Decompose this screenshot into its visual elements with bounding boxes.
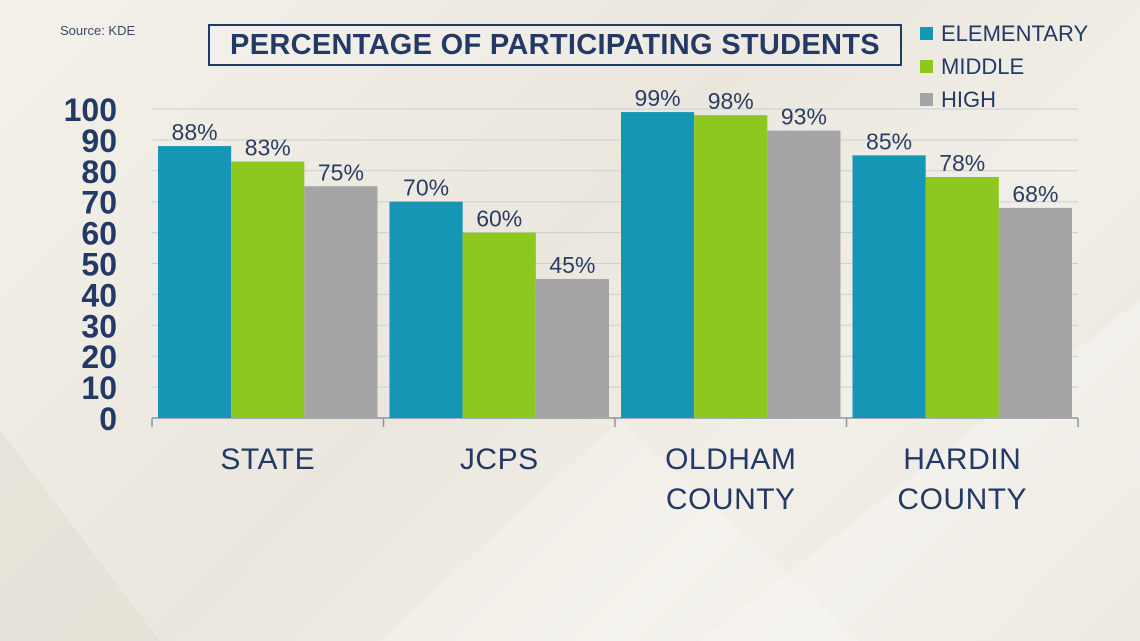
data-label: 68%	[1012, 181, 1058, 207]
chart-title: PERCENTAGE OF PARTICIPATING STUDENTS	[230, 28, 880, 61]
bar-elementary	[621, 112, 695, 418]
chart-legend: ELEMENTARY MIDDLE HIGH	[920, 17, 1088, 116]
x-category-label: STATE	[220, 443, 315, 476]
y-tick-label: 80	[81, 154, 117, 190]
bar-middle	[231, 161, 305, 418]
bar-high	[998, 207, 1072, 418]
y-tick-label: 0	[99, 401, 117, 437]
y-tick-label: 100	[64, 92, 117, 128]
legend-label-elementary: ELEMENTARY	[941, 20, 1089, 46]
y-tick-label: 10	[81, 370, 117, 406]
x-category-label: JCPS	[460, 443, 539, 476]
data-label: 83%	[245, 135, 291, 161]
source-note: Source: KDE	[60, 23, 136, 38]
bar-elementary	[158, 146, 232, 418]
bar-high	[304, 186, 378, 418]
data-label: 98%	[708, 88, 754, 114]
legend-label-high: HIGH	[941, 86, 996, 112]
bar-middle	[462, 232, 536, 418]
legend-item-middle: MIDDLE	[920, 50, 1088, 83]
x-category-label: HARDIN	[903, 443, 1021, 476]
y-tick-label: 20	[81, 339, 117, 375]
bar-middle	[925, 176, 999, 418]
x-category-label: COUNTY	[666, 483, 796, 516]
legend-item-elementary: ELEMENTARY	[920, 17, 1088, 50]
data-label: 60%	[476, 206, 522, 232]
bar-elementary	[389, 201, 463, 418]
x-category-label: COUNTY	[897, 483, 1027, 516]
x-category-label: OLDHAM	[665, 443, 796, 476]
y-tick-label: 40	[81, 277, 117, 313]
data-label: 70%	[403, 175, 449, 201]
y-tick-label: 30	[81, 308, 117, 344]
y-tick-label: 70	[81, 185, 117, 221]
legend-swatch-elementary	[920, 27, 933, 40]
legend-label-middle: MIDDLE	[941, 53, 1025, 79]
bar-elementary	[852, 155, 926, 418]
data-label: 99%	[635, 85, 681, 111]
bar-high	[767, 130, 841, 418]
data-label: 78%	[939, 150, 985, 176]
y-tick-label: 50	[81, 247, 117, 283]
legend-swatch-middle	[920, 60, 933, 73]
legend-swatch-high	[920, 93, 933, 106]
bar-middle	[694, 115, 768, 419]
data-label: 75%	[318, 159, 364, 185]
y-tick-label: 90	[81, 123, 117, 159]
legend-item-high: HIGH	[920, 83, 1088, 116]
data-label: 93%	[781, 104, 827, 130]
data-label: 88%	[172, 119, 218, 145]
y-tick-label: 60	[81, 216, 117, 252]
bar-high	[535, 278, 609, 418]
chart-title-box: PERCENTAGE OF PARTICIPATING STUDENTS	[208, 24, 902, 66]
data-label: 45%	[549, 252, 595, 278]
data-label: 85%	[866, 128, 912, 154]
